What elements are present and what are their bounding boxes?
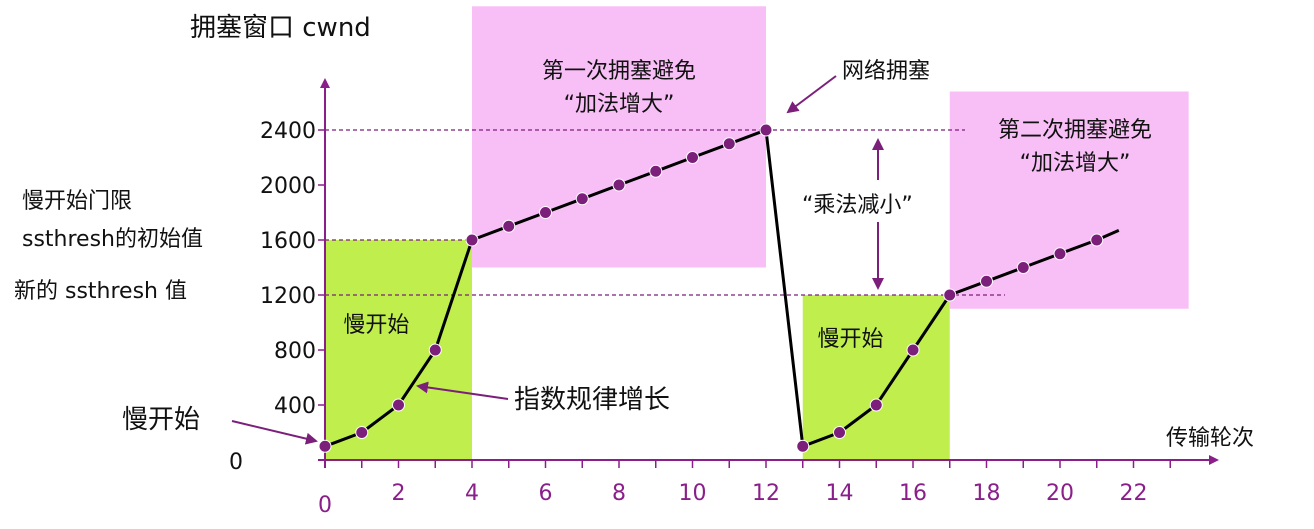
data-point bbox=[318, 439, 332, 453]
annotation-slow-start-start: 慢开始 bbox=[122, 405, 200, 435]
data-point bbox=[649, 164, 663, 178]
y-tick-label: 2000 bbox=[260, 174, 316, 199]
x-tick-label: 0 bbox=[318, 493, 332, 518]
annotation-ssthresh-new: 新的 ssthresh 值 bbox=[14, 279, 187, 304]
reference-lines-layer bbox=[325, 129, 1005, 296]
region-label-avoid-2-line: 第二次拥塞避免 bbox=[998, 118, 1152, 143]
region-slow-start-2 bbox=[802, 295, 950, 460]
data-point bbox=[1090, 233, 1104, 247]
data-point bbox=[1016, 261, 1030, 274]
data-point bbox=[906, 343, 920, 357]
data-point bbox=[465, 233, 479, 247]
data-point bbox=[833, 426, 846, 439]
data-point bbox=[796, 439, 810, 453]
y-tick-label: 400 bbox=[274, 394, 316, 419]
y-tick-label: 800 bbox=[274, 339, 316, 364]
x-tick-label: 20 bbox=[1046, 481, 1074, 506]
chart-title: 拥塞窗口 cwnd bbox=[190, 13, 371, 43]
x-tick-label: 14 bbox=[826, 481, 854, 506]
data-point bbox=[575, 192, 589, 206]
data-point bbox=[722, 137, 736, 151]
annotation-ssthresh-initial-line: ssthresh的初始值 bbox=[22, 227, 203, 252]
x-tick-label: 2 bbox=[392, 481, 406, 506]
data-point bbox=[943, 288, 957, 302]
data-point bbox=[686, 151, 699, 164]
annotation-ssthresh-initial-line: 慢开始门限 bbox=[22, 189, 132, 214]
x-tick-label: 4 bbox=[465, 481, 479, 506]
data-point bbox=[502, 219, 516, 233]
y-tick-label: 1600 bbox=[260, 229, 316, 254]
region-label-avoid-2-line: “加法增大” bbox=[1020, 151, 1131, 176]
x-tick-label: 16 bbox=[899, 481, 927, 506]
annotation-congestion-arrow bbox=[786, 75, 837, 114]
data-point bbox=[539, 206, 552, 219]
annotation-multiplicative: “乘法减小” bbox=[802, 193, 913, 218]
x-tick-label: 10 bbox=[679, 481, 707, 506]
annotation-congestion: 网络拥塞 bbox=[842, 59, 930, 84]
series-layer bbox=[318, 123, 1120, 453]
data-point bbox=[869, 398, 883, 412]
data-point bbox=[980, 274, 993, 288]
annotation-slow-start-arrow bbox=[231, 420, 318, 445]
region-avoid-1 bbox=[472, 6, 766, 268]
data-point bbox=[612, 178, 626, 192]
x-tick-label: 8 bbox=[612, 481, 626, 506]
region-label-slow-start-1: 慢开始 bbox=[343, 313, 409, 338]
annotation-exponential-arrow bbox=[416, 381, 509, 400]
x-axis-label: 传输轮次 bbox=[1166, 426, 1254, 451]
y-tick-label: 1200 bbox=[260, 284, 316, 309]
region-avoid-2 bbox=[949, 91, 1189, 309]
region-label-avoid-1-line: “加法增大” bbox=[564, 92, 675, 117]
region-label-slow-start-2: 慢开始 bbox=[817, 327, 883, 352]
data-point bbox=[355, 426, 369, 439]
axes-layer: 0 400 800 1200 1600 2000 2400 0 2 4 6 8 10 12 14 16 18 20… bbox=[229, 78, 1219, 518]
x-tick-label: 22 bbox=[1120, 481, 1148, 506]
x-tick-label: 12 bbox=[752, 481, 780, 506]
x-tick-label: 18 bbox=[973, 481, 1001, 506]
annotation-exponential: 指数规律增长 bbox=[514, 385, 670, 415]
region-label-avoid-1-line: 第一次拥塞避免 bbox=[542, 59, 696, 84]
region-slow-start-1 bbox=[325, 240, 472, 460]
y-tick-label: 0 bbox=[229, 450, 243, 475]
data-point bbox=[759, 123, 773, 137]
data-point bbox=[1053, 247, 1067, 261]
data-point bbox=[392, 398, 405, 412]
x-tick-label: 6 bbox=[539, 481, 553, 506]
y-tick-label: 2400 bbox=[260, 119, 316, 144]
data-point bbox=[428, 343, 442, 357]
